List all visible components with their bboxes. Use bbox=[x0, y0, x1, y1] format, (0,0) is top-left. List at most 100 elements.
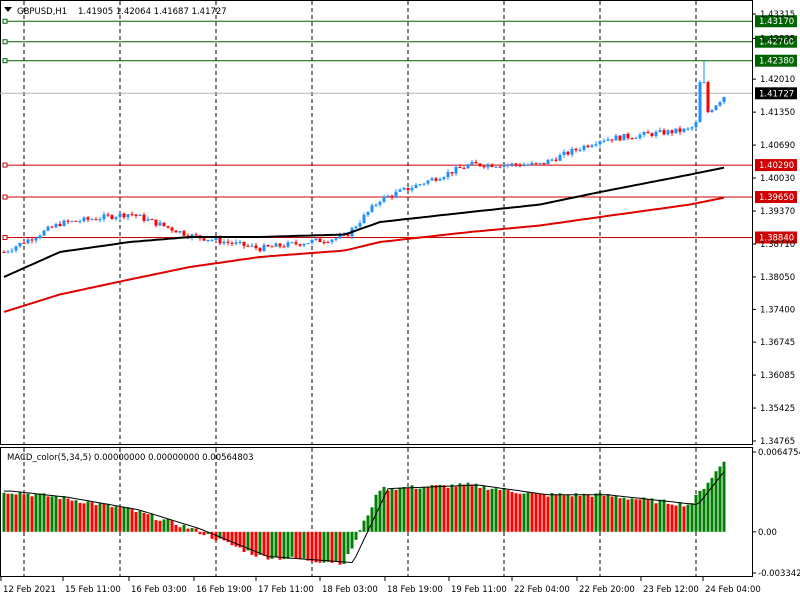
macd-bar bbox=[342, 531, 346, 564]
candle-body bbox=[686, 128, 690, 130]
candle-body bbox=[454, 167, 458, 174]
macd-bar bbox=[366, 515, 370, 532]
level-handle[interactable] bbox=[2, 18, 8, 24]
macd-bar bbox=[94, 505, 98, 532]
level-handle[interactable] bbox=[2, 39, 8, 45]
candle-body bbox=[558, 155, 562, 161]
macd-bar bbox=[290, 531, 294, 557]
candle-body bbox=[514, 163, 518, 165]
macd-bar bbox=[90, 502, 94, 532]
macd-bar bbox=[722, 461, 726, 532]
macd-bar bbox=[166, 518, 170, 532]
macd-bar bbox=[550, 493, 554, 532]
macd-tick-label: 0.00 bbox=[758, 528, 777, 538]
candle-body bbox=[146, 219, 150, 221]
candle-body bbox=[498, 166, 502, 168]
time-label: 24 Feb 04:00 bbox=[705, 585, 761, 595]
price-tick-label: 1.37400 bbox=[760, 305, 795, 315]
macd-bar bbox=[510, 491, 514, 532]
candle-body bbox=[338, 235, 342, 239]
time-label: 18 Feb 03:00 bbox=[322, 585, 378, 595]
candle-body bbox=[682, 128, 686, 132]
macd-bar bbox=[566, 494, 570, 532]
macd-bar bbox=[294, 531, 298, 559]
level-label: 1.40290 bbox=[759, 161, 794, 171]
macd-bar bbox=[486, 489, 490, 532]
price-tick-label: 1.40690 bbox=[760, 141, 795, 151]
candle-body bbox=[158, 222, 162, 226]
macd-bar bbox=[110, 507, 114, 532]
macd-bar bbox=[570, 496, 574, 532]
candle-body bbox=[470, 161, 474, 165]
macd-bar bbox=[362, 520, 366, 532]
macd-bar bbox=[578, 495, 582, 532]
candle-body bbox=[150, 219, 154, 221]
macd-bar bbox=[626, 499, 630, 532]
macd-bar bbox=[218, 531, 222, 539]
price-axis[interactable]: 1.43315 1.42825 1.42010 1.41350 1.40690 1.400… bbox=[752, 10, 795, 447]
level-label: 1.42380 bbox=[759, 57, 794, 67]
macd-bar bbox=[322, 531, 326, 563]
collapse-triangle-icon[interactable] bbox=[4, 7, 12, 12]
macd-histogram bbox=[2, 461, 726, 565]
price-tick-label: 1.38050 bbox=[760, 273, 795, 283]
macd-bar bbox=[150, 514, 154, 532]
candle-body bbox=[410, 188, 414, 191]
macd-bar bbox=[598, 492, 602, 532]
macd-bar bbox=[2, 492, 6, 532]
candle-body bbox=[346, 234, 350, 237]
level-label: 1.43170 bbox=[759, 17, 794, 27]
macd-bar bbox=[530, 492, 534, 532]
candle-body bbox=[14, 246, 18, 251]
candle-body bbox=[234, 242, 238, 244]
macd-bar bbox=[686, 504, 690, 532]
candle-body bbox=[106, 214, 110, 216]
macd-bar bbox=[30, 496, 34, 532]
macd-bar bbox=[410, 485, 414, 532]
candle-body bbox=[462, 168, 466, 170]
level-handle[interactable] bbox=[2, 162, 8, 168]
candle-body bbox=[570, 148, 574, 155]
candle-body bbox=[662, 130, 666, 135]
macd-bar bbox=[574, 493, 578, 532]
macd-bar bbox=[610, 496, 614, 532]
level-handle[interactable] bbox=[2, 234, 8, 240]
time-label: 12 Feb 2021 bbox=[3, 585, 56, 595]
candle-body bbox=[94, 219, 98, 221]
level-handle[interactable] bbox=[2, 58, 8, 64]
candle-body bbox=[174, 230, 178, 233]
candle-body bbox=[142, 214, 146, 221]
candle-body bbox=[90, 219, 94, 221]
current-price-box bbox=[755, 87, 797, 100]
macd-bar bbox=[282, 531, 286, 560]
macd-bar bbox=[46, 496, 50, 532]
macd-bar bbox=[542, 493, 546, 532]
time-label: 16 Feb 03:00 bbox=[131, 585, 187, 595]
candle-body bbox=[622, 133, 626, 141]
level-lines[interactable]: 1.43170 1.42760 1.42380 1.40290 1.39650 1.388… bbox=[0, 15, 797, 244]
level-handle[interactable] bbox=[2, 194, 8, 200]
price-tick-label: 1.38710 bbox=[760, 240, 795, 250]
candle-body bbox=[658, 130, 662, 132]
macd-bar bbox=[666, 503, 670, 532]
candle-body bbox=[702, 82, 706, 84]
macd-bar bbox=[378, 490, 382, 532]
candle-body bbox=[626, 133, 630, 139]
candle-body bbox=[442, 177, 446, 180]
candle-body bbox=[642, 132, 646, 135]
macd-bar bbox=[498, 489, 502, 532]
candle-body bbox=[362, 214, 366, 223]
macd-bar bbox=[274, 531, 278, 558]
candle-body bbox=[294, 242, 298, 245]
time-label: 18 Feb 19:00 bbox=[387, 585, 443, 595]
macd-bar bbox=[178, 527, 182, 532]
candle-body bbox=[406, 187, 410, 191]
candle-body bbox=[450, 172, 454, 174]
candle-body bbox=[178, 231, 182, 233]
macd-bar bbox=[82, 503, 86, 532]
macd-bar bbox=[606, 494, 610, 532]
macd-bar bbox=[414, 488, 418, 532]
macd-bar bbox=[214, 531, 218, 541]
macd-bar bbox=[302, 531, 306, 559]
